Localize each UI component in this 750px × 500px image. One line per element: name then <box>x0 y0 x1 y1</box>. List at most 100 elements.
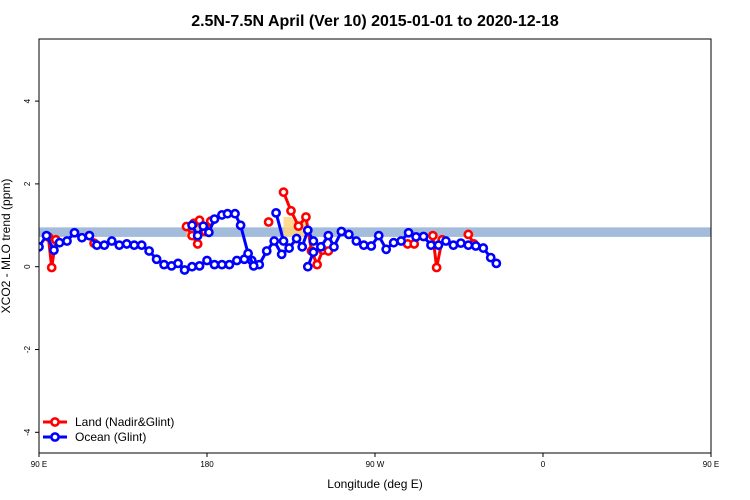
data-point <box>485 252 496 263</box>
y-tick-label: 4 <box>23 98 32 103</box>
data-point <box>286 205 296 216</box>
legend-label: Land (Nadir&Glint) <box>75 415 174 429</box>
data-point <box>159 259 169 270</box>
data-point <box>136 240 147 251</box>
legend-marker <box>50 432 60 442</box>
legend: Land (Nadir&Glint)Ocean (Glint) <box>43 415 174 444</box>
data-point <box>381 244 392 255</box>
data-point <box>278 236 289 246</box>
data-point <box>491 258 502 269</box>
data-point <box>291 233 302 244</box>
data-point <box>323 230 334 241</box>
x-tick-label: 90 W <box>366 460 385 469</box>
data-point <box>263 217 274 227</box>
data-point <box>179 265 190 275</box>
plot-area <box>39 187 711 275</box>
data-point <box>192 239 203 249</box>
data-point <box>411 231 421 242</box>
data-point <box>366 241 377 251</box>
x-tick-label: 180 <box>200 460 214 469</box>
data-point <box>388 237 399 248</box>
data-point <box>217 259 227 270</box>
data-point <box>301 212 311 222</box>
data-point <box>396 236 407 246</box>
data-point <box>187 261 197 272</box>
x-axis-label: Longitude (deg E) <box>327 477 422 491</box>
data-point <box>403 227 414 238</box>
series-layer <box>39 187 502 275</box>
data-point <box>302 225 313 236</box>
y-tick-label: -4 <box>23 428 32 436</box>
data-point <box>77 232 87 243</box>
y-tick-label: 0 <box>23 264 32 269</box>
data-point <box>49 245 59 256</box>
data-point <box>198 221 209 232</box>
y-tick-label: 2 <box>23 181 32 186</box>
y-axis: -4 -2 0 2 4 <box>23 98 39 436</box>
data-point <box>224 259 235 270</box>
legend-label: Ocean (Glint) <box>75 430 146 444</box>
data-point <box>293 221 304 232</box>
data-point <box>209 259 220 270</box>
data-point <box>222 208 233 219</box>
data-point <box>343 229 354 240</box>
data-point <box>203 227 214 238</box>
data-point <box>441 236 451 246</box>
x-tick-label: 0 <box>541 460 546 469</box>
data-point <box>144 246 155 256</box>
data-point <box>358 240 369 251</box>
data-point <box>448 240 459 251</box>
data-point <box>308 247 319 258</box>
data-point <box>261 246 272 256</box>
legend-item: Land (Nadir&Glint) <box>43 415 174 429</box>
data-point <box>248 260 259 271</box>
data-point <box>69 227 80 238</box>
data-point <box>455 238 466 249</box>
data-point <box>230 208 240 219</box>
data-point <box>269 236 280 246</box>
data-point <box>243 248 253 259</box>
data-point <box>373 230 384 241</box>
data-point <box>62 236 72 246</box>
data-point <box>418 231 429 242</box>
data-point <box>84 230 95 241</box>
data-point <box>41 230 52 241</box>
data-point <box>284 243 295 253</box>
data-point <box>302 261 313 272</box>
data-point <box>106 236 117 246</box>
data-point <box>351 236 362 246</box>
data-point <box>231 255 242 266</box>
x-axis: 90 E 180 90 W 0 90 E <box>31 453 719 469</box>
data-point <box>114 240 125 251</box>
data-point <box>427 230 438 241</box>
data-point <box>463 229 474 240</box>
data-point <box>194 260 205 271</box>
data-point <box>276 249 287 260</box>
data-point <box>121 239 132 249</box>
data-point <box>54 237 65 248</box>
data-point <box>235 220 246 231</box>
data-point <box>46 262 57 273</box>
data-point <box>433 240 444 251</box>
data-point <box>129 240 140 251</box>
data-point <box>209 214 220 224</box>
data-point <box>329 241 339 252</box>
data-point <box>431 262 442 273</box>
data-point <box>336 226 347 237</box>
data-point <box>271 207 281 218</box>
data-point <box>99 240 110 251</box>
data-point <box>187 220 197 231</box>
data-point <box>91 240 102 251</box>
legend-item: Ocean (Glint) <box>43 430 146 444</box>
data-point <box>315 241 326 252</box>
data-point <box>463 240 474 251</box>
data-point <box>478 243 489 253</box>
data-point <box>470 241 481 251</box>
data-point <box>173 258 183 269</box>
y-tick-label: -2 <box>23 345 32 353</box>
data-point <box>202 255 212 266</box>
chart-title: 2.5N-7.5N April (Ver 10) 2015-01-01 to 2… <box>191 13 559 30</box>
data-point <box>308 236 319 246</box>
series-ocean <box>39 207 502 275</box>
